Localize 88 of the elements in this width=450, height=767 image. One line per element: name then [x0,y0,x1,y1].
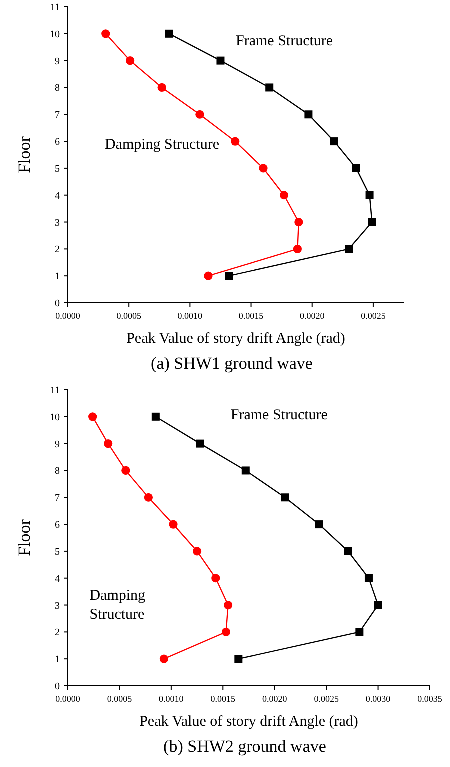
y-tick-label: 1 [55,654,60,666]
point [169,520,178,529]
x-tick-label: 0.0010 [159,694,184,704]
point [196,110,204,119]
y-tick-label: 4 [55,190,60,202]
point [294,218,304,227]
y-tick-label: 8 [55,83,60,94]
y-tick-label: 9 [55,56,60,68]
point [216,56,225,65]
text: (a) SHW1 ground wave [151,354,313,373]
x-tick-label: 0.0005 [116,311,142,321]
point [368,218,376,226]
x-tick-label: 0.0000 [56,694,81,704]
point [102,30,110,38]
y-tick-label: 6 [55,520,60,532]
y-tick-label: 8 [55,466,60,478]
x-tick-label: 0.0015 [210,694,236,704]
x-tick-label: 0.0035 [418,694,443,704]
point [280,191,289,200]
point [212,574,220,583]
y-tick-label: 1 [55,272,60,283]
y-axis-title: Floor [15,136,34,174]
series-label: Frame Structure [236,33,334,50]
y-axis-title: Floor [15,519,34,556]
y-tick-label: 4 [55,574,60,585]
y-tick-label: 2 [55,244,60,256]
point [293,244,302,254]
x-tick-label: 0.0020 [300,311,326,321]
x-tick-label: 0.0000 [56,311,81,321]
point [374,601,382,610]
x-tick-label: 0.0025 [361,311,386,321]
y-tick-label: 3 [55,218,60,229]
x-tick-label: 0.0025 [314,694,340,704]
point [158,83,166,92]
point [304,110,313,119]
y-tick-label: 5 [55,546,60,558]
point [364,574,373,582]
series-label: Damping Structure [104,137,220,154]
y-tick-label: 11 [50,386,60,396]
y-tick-label: 0 [55,682,60,692]
y-tick-label: 2 [55,628,60,639]
y-tick-label: 7 [55,110,60,122]
text: (b) SHW2 ground wave [164,737,326,756]
y-tick-label: 11 [50,2,60,14]
y-tick-label: 9 [55,439,60,450]
point [104,440,113,448]
point [356,628,364,636]
point [88,412,98,422]
point [192,547,202,556]
point [266,84,274,92]
point [126,56,135,66]
y-tick-label: 0 [55,298,60,310]
y-tick-label: 3 [55,600,60,612]
point [234,655,243,664]
point [152,412,160,421]
point [222,628,231,636]
y-tick-label: 6 [55,137,60,148]
y-tick-label: 10 [50,29,60,40]
point [224,600,233,610]
x-axis-title: Peak Value of story drift Angle (rad) [126,331,346,347]
point [315,520,324,529]
x-tick-label: 0.0030 [366,694,392,704]
text: Frame Structure [230,408,328,424]
point [345,245,354,254]
point [204,272,213,280]
point [165,30,174,38]
point [231,137,240,146]
y-tick-label: 5 [55,164,60,175]
y-tick-label: 7 [55,493,60,504]
point [259,164,268,173]
point [281,494,290,502]
point [344,547,352,556]
point [366,191,374,200]
point [144,493,153,502]
x-tick-label: 0.0020 [262,694,288,704]
point [122,466,130,476]
x-axis-title: Peak Value of story drift Angle (rad) [140,714,358,730]
x-tick-label: 0.0010 [178,311,204,321]
text: Damping Structure [90,588,146,624]
x-tick-label: 0.0015 [238,311,264,321]
y-tick-label: 10 [50,412,60,424]
point [352,164,360,172]
point [196,440,204,448]
point [242,466,250,475]
point [225,272,234,280]
point [330,138,338,146]
point [160,654,168,664]
x-tick-label: 0.0005 [107,694,133,704]
